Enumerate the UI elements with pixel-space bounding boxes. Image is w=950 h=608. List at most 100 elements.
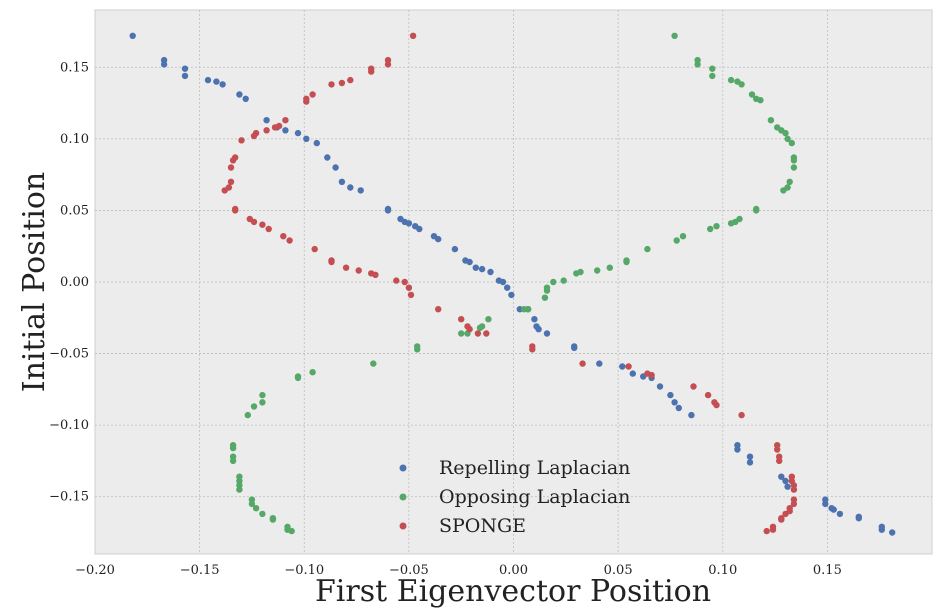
data-point xyxy=(393,277,400,284)
x-axis-title: First Eigenvector Position xyxy=(315,574,711,608)
data-point xyxy=(269,516,277,523)
data-point xyxy=(288,527,295,535)
data-point xyxy=(782,129,789,137)
data-point xyxy=(213,78,220,85)
data-point xyxy=(263,117,270,124)
data-point xyxy=(830,506,837,513)
data-point xyxy=(656,383,664,390)
data-point xyxy=(368,68,375,75)
data-point xyxy=(508,291,515,299)
data-point xyxy=(474,330,482,337)
data-point xyxy=(535,326,542,333)
data-point xyxy=(401,278,408,286)
data-point xyxy=(229,457,237,465)
data-point xyxy=(571,344,578,352)
data-point xyxy=(466,326,473,333)
data-point xyxy=(746,453,754,460)
data-point xyxy=(458,316,465,323)
data-point xyxy=(384,207,392,214)
data-point xyxy=(405,220,413,227)
x-tick-label: −0.05 xyxy=(389,563,429,578)
data-point xyxy=(250,218,258,226)
data-point xyxy=(227,164,235,171)
data-point xyxy=(619,363,626,370)
data-point xyxy=(579,360,586,367)
data-point xyxy=(782,477,789,485)
data-point xyxy=(466,258,473,266)
data-point xyxy=(746,459,754,466)
legend-label-sponge: SPONGE xyxy=(439,515,526,537)
data-point xyxy=(790,164,798,171)
y-tick-label: −0.05 xyxy=(49,347,89,362)
y-tick-label: −0.15 xyxy=(49,490,89,505)
data-point xyxy=(520,306,528,313)
data-point xyxy=(472,264,479,271)
data-point xyxy=(405,284,413,291)
data-point xyxy=(671,399,678,406)
data-point xyxy=(727,76,735,84)
data-point xyxy=(282,117,289,124)
data-point xyxy=(244,411,251,419)
data-point xyxy=(181,72,189,80)
data-point xyxy=(690,383,697,390)
data-point xyxy=(248,500,256,508)
data-point xyxy=(625,363,632,370)
data-point xyxy=(784,483,791,490)
data-point xyxy=(451,245,459,253)
y-axis-title: Initial Position xyxy=(17,172,52,393)
y-tick-label: 0.10 xyxy=(60,132,89,147)
data-point xyxy=(229,444,237,452)
data-point xyxy=(236,486,243,493)
data-point xyxy=(790,157,798,164)
data-point xyxy=(786,178,793,185)
data-point xyxy=(543,287,551,294)
y-axis-ticks: 0.15 0.10 0.05 0.00 −0.05 −0.10 −0.15 xyxy=(49,60,89,504)
series-sponge xyxy=(221,32,798,535)
data-point xyxy=(596,360,603,367)
data-point xyxy=(648,371,655,379)
data-point xyxy=(623,258,630,266)
y-tick-label: −0.10 xyxy=(49,418,89,433)
data-point xyxy=(416,225,423,233)
data-point xyxy=(738,81,745,88)
data-point xyxy=(286,237,293,244)
data-point xyxy=(550,278,557,286)
data-point xyxy=(294,129,302,137)
data-point xyxy=(560,277,567,284)
data-point xyxy=(204,76,212,84)
data-point xyxy=(774,446,781,453)
data-point xyxy=(679,233,687,240)
data-point xyxy=(347,184,354,191)
data-point xyxy=(229,157,237,164)
data-points xyxy=(129,32,896,536)
x-tick-label: −0.10 xyxy=(284,563,324,578)
data-point xyxy=(309,91,316,98)
data-point xyxy=(531,316,538,323)
data-point xyxy=(541,294,549,301)
data-point xyxy=(328,258,335,266)
data-point xyxy=(713,223,720,230)
data-point xyxy=(414,346,421,353)
data-point xyxy=(790,486,798,493)
data-point xyxy=(476,324,484,331)
legend-label-opposing: Opposing Laplacian xyxy=(439,486,630,508)
data-point xyxy=(357,187,364,194)
data-point xyxy=(713,401,720,409)
data-point xyxy=(338,178,346,185)
data-point xyxy=(407,291,415,299)
y-tick-label: 0.15 xyxy=(60,60,89,75)
data-point xyxy=(889,529,896,536)
data-point xyxy=(778,473,785,480)
data-point xyxy=(767,117,775,124)
data-point xyxy=(435,306,442,313)
data-point xyxy=(303,98,310,105)
x-tick-label: 0.10 xyxy=(708,563,737,578)
y-tick-label: 0.00 xyxy=(60,275,89,290)
data-point xyxy=(324,154,331,161)
legend-marker-repelling xyxy=(399,464,407,472)
data-point xyxy=(694,61,701,68)
data-point xyxy=(790,500,798,508)
x-tick-label: 0.00 xyxy=(499,563,528,578)
legend-marker-opposing xyxy=(399,493,407,501)
